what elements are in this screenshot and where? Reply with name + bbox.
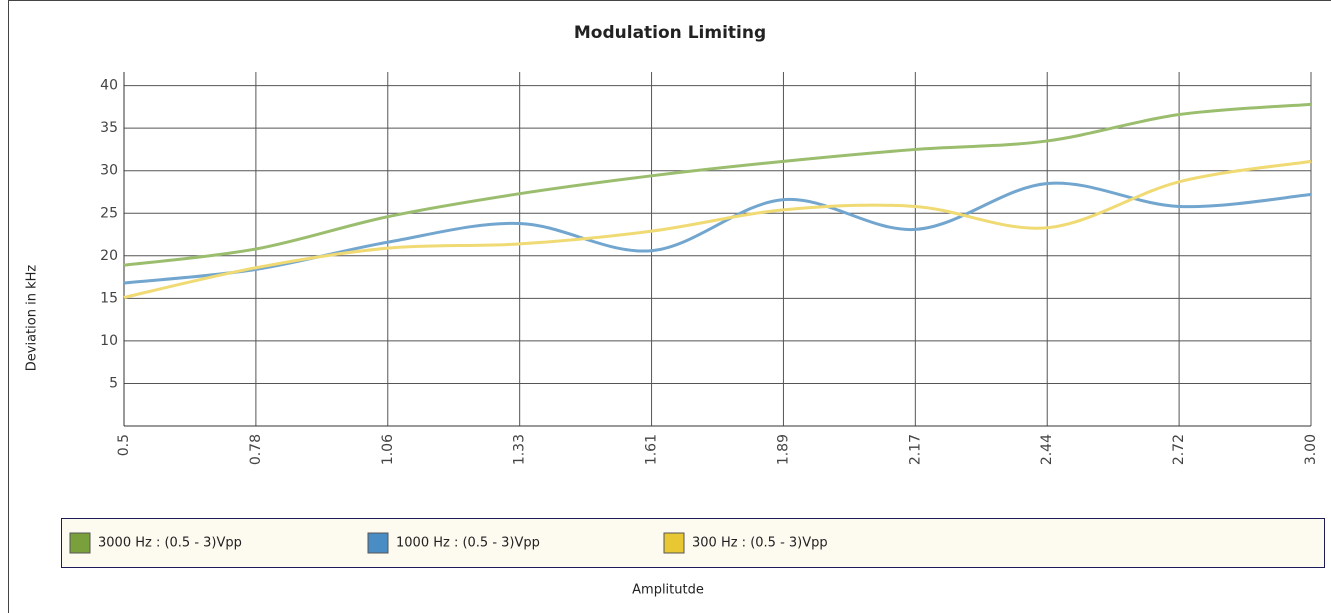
legend-label: 3000 Hz : (0.5 - 3)Vpp <box>98 536 242 551</box>
y-tick-label: 15 <box>100 290 118 306</box>
x-tick-label: 0.78 <box>248 434 264 465</box>
x-tick-label: 1.33 <box>512 434 528 465</box>
x-tick-label: 2.17 <box>907 434 923 465</box>
legend-swatch <box>367 532 389 554</box>
y-tick-label: 20 <box>100 248 118 264</box>
x-tick-label: 2.44 <box>1039 434 1055 465</box>
chart-title: Modulation Limiting <box>574 23 766 43</box>
y-tick-label: 5 <box>109 375 118 391</box>
x-tick-label: 1.61 <box>644 434 660 465</box>
legend-box <box>61 518 1325 568</box>
legend-swatch <box>663 532 685 554</box>
y-axis-label: Deviation in kHz <box>25 265 40 372</box>
legend-swatch <box>69 532 91 554</box>
y-tick-label: 30 <box>100 163 118 179</box>
y-tick-label: 35 <box>100 120 118 136</box>
x-tick-label: 3.00 <box>1303 434 1319 465</box>
series-line <box>123 159 1312 299</box>
y-tick-label: 40 <box>100 78 118 94</box>
chart-border <box>8 0 1331 613</box>
x-tick-label: 2.72 <box>1171 434 1187 465</box>
x-tick-label: 1.89 <box>775 434 791 465</box>
legend-label: 300 Hz : (0.5 - 3)Vpp <box>692 536 828 551</box>
series-line <box>123 102 1312 267</box>
x-axis-label: Amplitutde <box>632 583 704 598</box>
y-tick-label: 10 <box>100 333 118 349</box>
y-tick-label: 25 <box>100 205 118 221</box>
x-tick-label: 1.06 <box>380 434 396 465</box>
legend-label: 1000 Hz : (0.5 - 3)Vpp <box>396 536 540 551</box>
x-tick-label: 0.5 <box>116 434 132 456</box>
